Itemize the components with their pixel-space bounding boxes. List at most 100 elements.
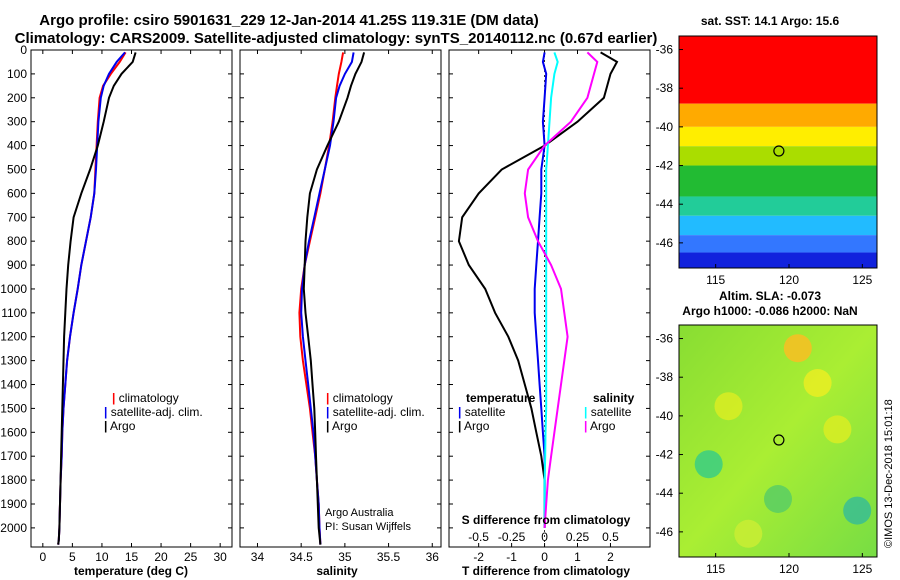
s-diff-tick-label: -0.5 (468, 530, 489, 544)
depth-tick-label: 900 (7, 258, 27, 272)
lat-tick-label: -36 (656, 43, 674, 57)
temperature-axis-ticks: 0 5 10 15 20 25 30 (39, 50, 227, 564)
depth-tick-label: 1800 (0, 473, 27, 487)
x-tick-label: 1 (574, 550, 581, 564)
sla-heatmap (679, 325, 877, 557)
x-tick-label: 2 (607, 550, 614, 564)
sla-map-ticks: 115 120 125 -36 -38 -40 -42 -44 -46 (656, 332, 873, 576)
x-tick-label: -1 (506, 550, 517, 564)
sla-map-frame (678, 324, 878, 558)
x-tick-label: 35 (338, 550, 352, 564)
depth-axis-ticks: 0 100 200 300 400 500 600 700 800 900 1000 1100 1200… (0, 43, 232, 535)
s-difference-axis-ticks: -0.5 -0.25 0 0.25 0.5 (468, 50, 619, 547)
depth-tick-label: 1700 (0, 449, 27, 463)
sst-band (679, 103, 877, 127)
lon-tick-label: 115 (706, 562, 725, 576)
s-diff-tick-label: 0.25 (566, 530, 590, 544)
legend-climatology: | climatology (326, 391, 393, 405)
lat-tick-label: -42 (656, 159, 674, 173)
x-tick-label: 30 (213, 550, 227, 564)
depth-tick-label: 1400 (0, 378, 27, 392)
depth-tick-label: 1600 (0, 425, 27, 439)
salinity-legend: | climatology | satellite-adj. clim. | A… (326, 391, 425, 433)
series-line-satellite (543, 52, 559, 528)
sst-band (679, 196, 877, 216)
salinity-panel: 34 34.5 35 35.5 36 salinity | climatology | … (239, 49, 442, 578)
sla-anomaly-blob (843, 496, 872, 525)
depth-tick-label: 1100 (1, 306, 27, 320)
lat-tick-label: -46 (656, 525, 674, 539)
sst-band (679, 252, 877, 268)
series-line-argo (302, 52, 366, 545)
lat-tick-label: -38 (656, 370, 674, 384)
depth-tick-label: 1300 (0, 354, 27, 368)
sst-band (679, 36, 877, 104)
lat-tick-label: -40 (656, 409, 674, 423)
t-difference-axis-label: T difference from climatology (462, 564, 630, 578)
sla-anomaly-blob (783, 334, 812, 363)
sla-anomaly-blob (714, 392, 743, 421)
legend-salinity-title: salinity (593, 391, 635, 405)
x-tick-label: 36 (426, 550, 440, 564)
lat-tick-label: -44 (656, 486, 674, 500)
salinity-plot-frame (239, 49, 442, 548)
depth-tick-label: 300 (7, 115, 27, 129)
x-tick-label: 34 (251, 550, 265, 564)
lat-tick-label: -36 (656, 332, 674, 346)
sla-anomaly-blob (803, 369, 832, 397)
temperature-panel: 0100200300400500600700800900100011001200… (0, 43, 233, 578)
lat-tick-label: -46 (656, 236, 674, 250)
credit-line-1: Argo Australia (325, 507, 394, 519)
lat-tick-label: -42 (656, 448, 674, 462)
x-tick-label: 0 (541, 550, 548, 564)
depth-tick-label: 2000 (0, 521, 27, 535)
series-line-satellite (533, 52, 548, 528)
depth-tick-label: 400 (7, 139, 27, 153)
salinity-series (298, 52, 366, 545)
lat-tick-label: -40 (656, 120, 674, 134)
x-tick-label: 5 (69, 550, 76, 564)
difference-panel: -2 -1 0 1 2 -0.5 -0.25 0 0.25 0.5 T difference f… (448, 49, 651, 578)
legend-satellite: | satellite-adj. clim. (326, 405, 425, 419)
depth-tick-label: 1500 (0, 401, 27, 415)
legend-sal-argo: | Argo (584, 419, 616, 433)
sst-band (679, 165, 877, 197)
depth-tick-label: 500 (7, 162, 27, 176)
x-tick-label: 25 (184, 550, 198, 564)
temperature-legend: | climatology | satellite-adj. clim. | A… (104, 391, 203, 433)
legend-argo: | Argo (104, 419, 136, 433)
lon-tick-label: 125 (852, 273, 872, 287)
figure-title-line-2: Climatology: CARS2009. Satellite-adjuste… (15, 30, 658, 47)
lon-tick-label: 115 (706, 273, 725, 287)
lon-tick-label: 120 (779, 273, 799, 287)
lat-tick-label: -44 (656, 197, 674, 211)
legend-sal-satellite: | satellite (584, 405, 632, 419)
lon-tick-label: 125 (852, 562, 872, 576)
s-diff-tick-label: 0.5 (602, 530, 619, 544)
sst-map-title: sat. SST: 14.1 Argo: 15.6 (701, 14, 840, 28)
salinity-axis-ticks: 34 34.5 35 35.5 36 (240, 49, 441, 564)
x-tick-label: -2 (473, 550, 484, 564)
difference-series (457, 51, 619, 528)
difference-plot-frame (448, 49, 651, 548)
depth-tick-label: 1000 (0, 282, 27, 296)
credit-line-2: PI: Susan Wijffels (325, 521, 411, 533)
lon-tick-label: 120 (779, 562, 799, 576)
legend-temp-satellite: | satellite (458, 405, 506, 419)
temperature-series (57, 51, 137, 545)
depth-tick-label: 200 (7, 91, 27, 105)
series-line-climatology (57, 51, 127, 545)
x-tick-label: 35.5 (377, 550, 401, 564)
sst-heatmap (679, 36, 877, 268)
x-tick-label: 34.5 (289, 550, 313, 564)
x-tick-label: 15 (125, 550, 139, 564)
sst-band (679, 126, 877, 147)
sla-map-title-line-1: Altim. SLA: -0.073 (719, 289, 821, 303)
sla-anomaly-blob (734, 519, 763, 548)
sla-field (679, 325, 877, 557)
sst-map-frame (678, 35, 878, 269)
lat-tick-label: -38 (656, 81, 674, 95)
legend-argo: | Argo (326, 419, 358, 433)
x-tick-label: 0 (39, 550, 46, 564)
